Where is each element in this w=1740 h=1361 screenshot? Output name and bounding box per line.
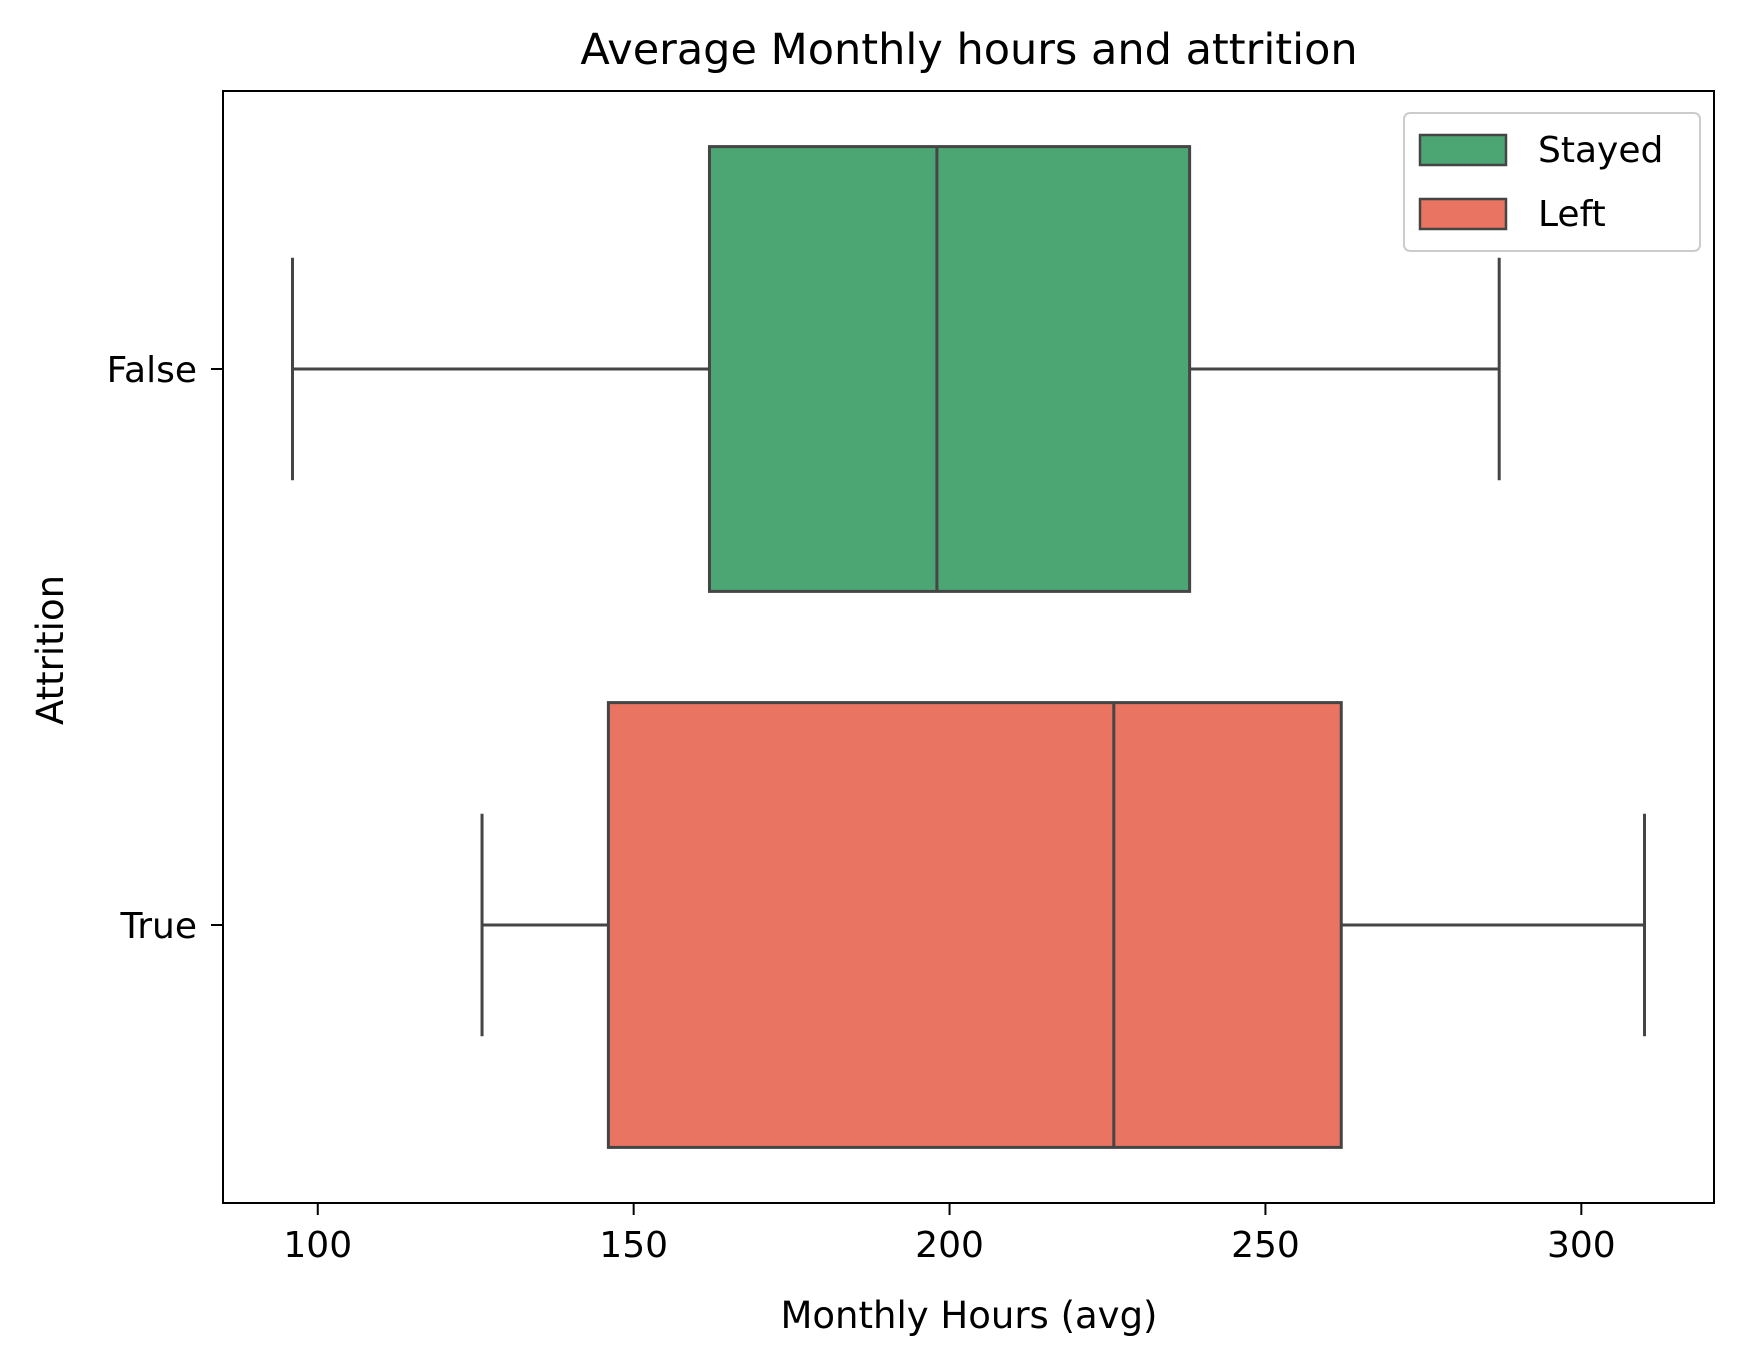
y-axis-label: Attrition [29,575,72,725]
y-tick-label-true: True [120,906,197,947]
legend-swatch-left [1418,197,1508,231]
box-stayed [707,145,1192,593]
x-tick-label-300: 300 [1547,1225,1616,1266]
legend-swatch-stayed [1418,133,1508,167]
x-tick-label-250: 250 [1231,1225,1300,1266]
x-tick-label-100: 100 [283,1225,352,1266]
y-tick-label-false: False [107,350,197,391]
x-axis-label: Monthly Hours (avg) [781,1294,1158,1337]
box-left [606,701,1343,1149]
box-group-left [480,701,1647,1149]
legend: Stayed Left [1403,112,1701,252]
y-axis: False True [107,350,223,947]
x-axis: 100 150 200 250 300 [283,1203,1616,1266]
legend-label-stayed: Stayed [1538,130,1663,171]
chart-title: Average Monthly hours and attrition [580,25,1357,75]
legend-label-left: Left [1538,194,1606,235]
x-tick-label-150: 150 [599,1225,668,1266]
plot-area [290,145,1647,1149]
x-tick-label-200: 200 [915,1225,984,1266]
box-group-stayed [290,145,1501,593]
plot-frame [222,90,1715,1204]
